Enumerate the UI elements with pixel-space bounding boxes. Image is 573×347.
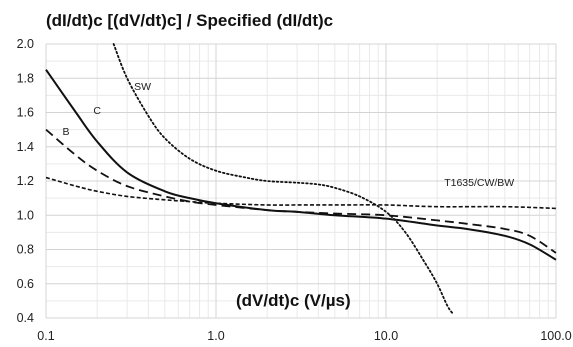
x-tick-label: 0.1 [37, 329, 54, 343]
series-labels: SW C B T1635/CW/BW [62, 81, 514, 189]
series-label: SW [134, 81, 151, 93]
y-tick-label: 0.4 [17, 311, 34, 325]
series-line-c [45, 69, 557, 261]
y-tick-label: 0.6 [17, 277, 34, 291]
y-tick-label: 1.2 [17, 174, 34, 188]
x-tick-label: 1.0 [207, 329, 224, 343]
x-tick-label: 100.0 [540, 329, 571, 343]
x-axis-label: (dV/dt)c (V/µs) [236, 291, 351, 310]
series-line-t1635-cw-bw [45, 176, 557, 210]
y-tick-label: 1.0 [17, 208, 34, 222]
series-line-sw [112, 43, 455, 316]
series-line-b [45, 128, 557, 254]
series-layer [45, 43, 557, 316]
y-axis-label: (dI/dt)c [(dV/dt)c] / Specified (dI/dt)c [46, 11, 333, 30]
y-tick-label: 1.4 [17, 140, 34, 154]
y-tick-label: 1.6 [17, 106, 34, 120]
series-label: C [93, 105, 101, 117]
y-tick-label: 1.8 [17, 71, 34, 85]
series-label: T1635/CW/BW [444, 177, 514, 189]
x-tick-label: 10.0 [374, 329, 398, 343]
tick-labels: 0.4 0.6 0.8 1.0 1.2 1.4 1.6 1.8 2.0 0.1 1.0 10.0 100… [17, 37, 572, 343]
grid-major-lines [45, 43, 557, 319]
y-tick-label: 0.8 [17, 243, 34, 257]
y-tick-label: 2.0 [17, 37, 34, 51]
series-label: B [62, 126, 69, 138]
